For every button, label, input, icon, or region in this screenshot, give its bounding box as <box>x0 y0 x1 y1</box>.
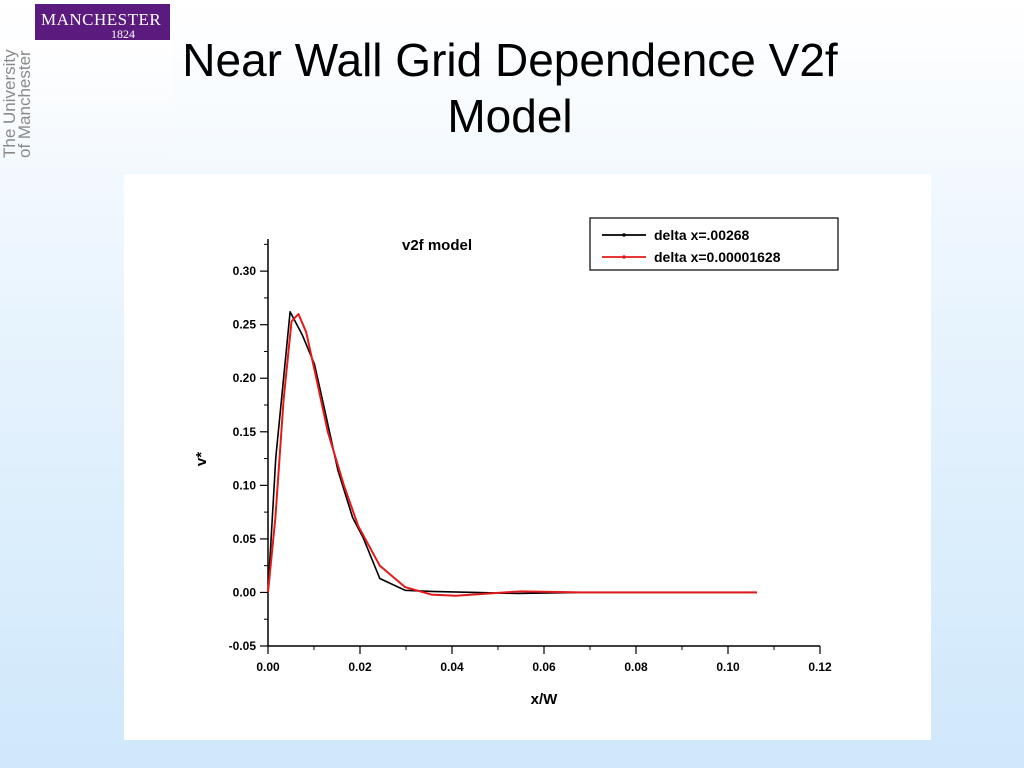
x-tick-label: 0.00 <box>256 660 280 674</box>
x-tick-label: 0.10 <box>716 660 740 674</box>
university-wordmark: The University of Manchester <box>0 40 34 158</box>
legend-label-2: delta x=0.00001628 <box>654 249 781 265</box>
y-axis-label: v* <box>193 452 210 466</box>
legend-box <box>589 217 839 271</box>
slide-title-line-2: Model <box>447 90 573 142</box>
x-tick-label: 0.08 <box>624 660 648 674</box>
axes: 0.00 0.02 0.04 0.06 0.08 0.10 0.12 -0.05 0.00 0.0… <box>229 239 832 674</box>
y-tick-label: 0.05 <box>233 532 257 546</box>
y-tick-label: 0.25 <box>233 318 257 332</box>
y-tick-label: 0.15 <box>233 425 257 439</box>
series-line-1 <box>267 311 757 595</box>
legend-label-1: delta x=.00268 <box>654 227 750 243</box>
chart-panel: 0.00 0.02 0.04 0.06 0.08 0.10 0.12 -0.05 0.00 0.0… <box>124 174 931 740</box>
x-axis-label: x/W <box>531 691 559 708</box>
logo-name: MANCHESTER <box>41 10 162 29</box>
university-wordmark-panel <box>0 40 172 158</box>
slide-title-line-1: Near Wall Grid Dependence V2f <box>182 34 838 86</box>
chart-title: v2f model <box>402 237 472 254</box>
y-tick-label: 0.20 <box>233 371 257 385</box>
y-tick-label: -0.05 <box>229 639 257 653</box>
x-tick-label: 0.04 <box>440 660 464 674</box>
line-chart: 0.00 0.02 0.04 0.06 0.08 0.10 0.12 -0.05 0.00 0.0… <box>193 217 839 708</box>
series-layer <box>267 311 757 597</box>
legend-marker-1 <box>622 233 626 237</box>
y-tick-label: 0.00 <box>233 585 257 599</box>
logo-year: 1824 <box>111 27 135 41</box>
y-tick-label: 0.30 <box>233 264 257 278</box>
legend-marker-2 <box>622 255 626 259</box>
university-line-2: of Manchester <box>15 50 34 158</box>
x-tick-label: 0.06 <box>532 660 556 674</box>
legend: delta x=.00268 delta x=0.00001628 <box>589 217 839 271</box>
x-tick-label: 0.02 <box>348 660 372 674</box>
slide-title: Near Wall Grid Dependence V2f Model <box>90 32 930 144</box>
y-tick-label: 0.10 <box>233 478 257 492</box>
university-logo: MANCHESTER 1824 <box>35 4 170 44</box>
series-line-2 <box>267 313 757 597</box>
x-tick-label: 0.12 <box>808 660 832 674</box>
